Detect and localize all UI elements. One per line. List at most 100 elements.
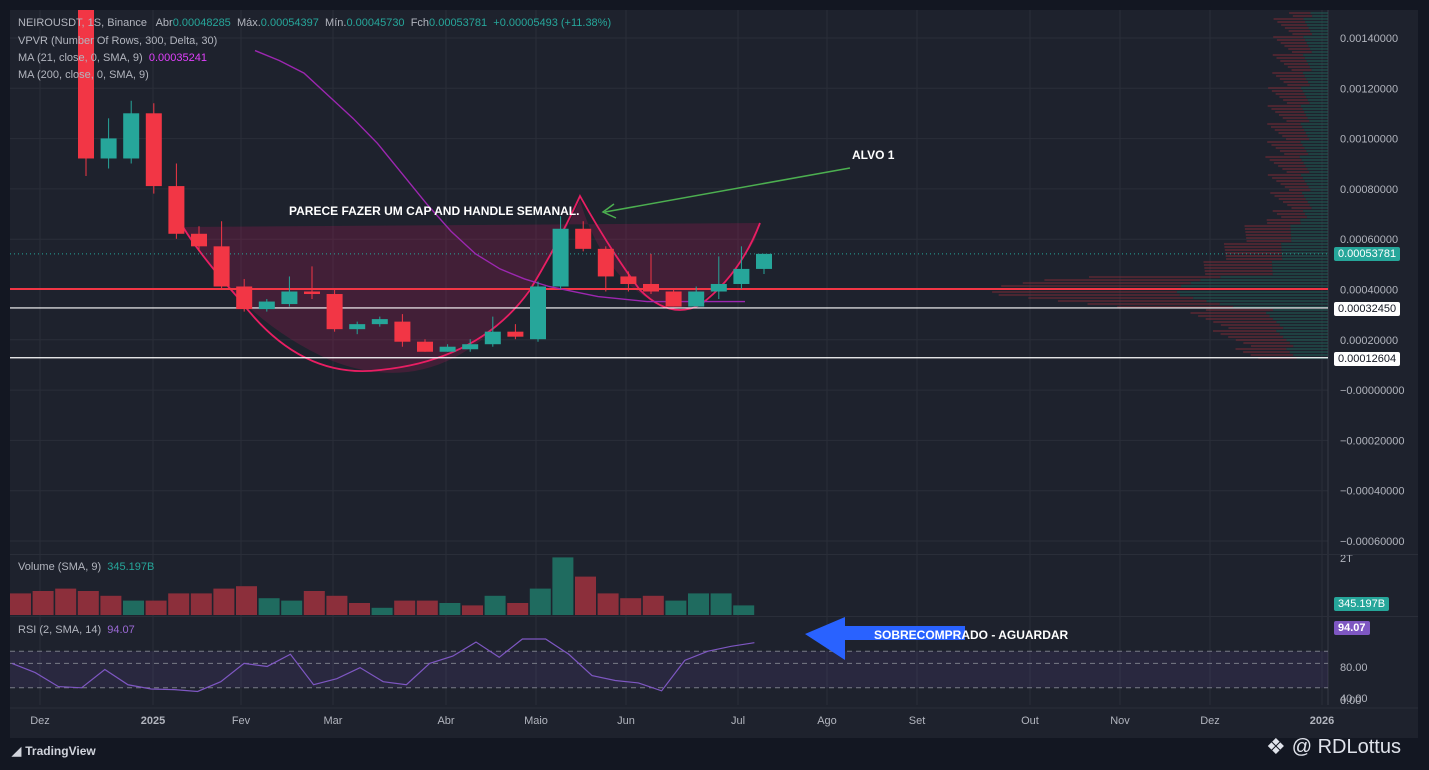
vpvr-bar-up — [1303, 210, 1328, 212]
vpvr-bar-down — [1213, 330, 1277, 332]
vpvr-bar-up — [1219, 303, 1328, 305]
vpvr-bar-up — [1309, 102, 1328, 104]
pattern-annotation: PARECE FAZER UM CAP AND HANDLE SEMANAL. — [289, 204, 579, 218]
candle-down — [620, 276, 637, 284]
vpvr-bar-up — [1306, 183, 1328, 185]
target-annotation: ALVO 1 — [852, 148, 895, 162]
vpvr-bar-up — [1308, 63, 1328, 65]
vpvr-bar-up — [1302, 192, 1328, 194]
vpvr-bar-up — [1306, 96, 1328, 98]
volume-bar-down — [10, 593, 31, 615]
vpvr-bar-down — [1273, 18, 1304, 20]
close-value: 0.00053781 — [429, 17, 488, 29]
vpvr-bar-down — [1276, 57, 1305, 59]
volume-bar-up — [484, 595, 506, 615]
rsi-band — [10, 651, 1328, 688]
low-value: 0.00045730 — [346, 17, 405, 29]
vpvr-legend[interactable]: VPVR (Number Of Rows, 300, Delta, 30) — [18, 35, 218, 47]
vpvr-bar-down — [1223, 243, 1282, 245]
volume-bar-up — [529, 588, 551, 615]
vpvr-bar-down — [1286, 102, 1310, 104]
vpvr-bar-down — [1287, 204, 1310, 206]
vpvr-bar-down — [1280, 183, 1307, 185]
vpvr-bar-up — [1303, 195, 1328, 197]
vpvr-bar-down — [1228, 327, 1284, 329]
rsi-legend[interactable]: RSI (2, SMA, 14) 94.07 — [18, 624, 135, 637]
candle-up — [258, 301, 275, 310]
vpvr-bar-up — [1302, 108, 1328, 110]
ma200-legend[interactable]: MA (200, close, 0, SMA, 9) — [18, 69, 149, 81]
candle-down — [78, 10, 94, 159]
vpvr-bar-down — [1289, 189, 1311, 191]
vpvr-bar-down — [1235, 348, 1287, 350]
vpvr-bar-up — [1272, 318, 1328, 320]
vpvr-bar-down — [1224, 246, 1282, 248]
vpvr-bar-up — [1301, 87, 1328, 89]
vpvr-bar-up — [1271, 261, 1328, 263]
volume-value-label: 345.197B — [1334, 597, 1390, 611]
vpvr-bar-up — [1304, 111, 1328, 113]
vpvr-bar-down — [1205, 309, 1274, 311]
candle-down — [213, 246, 230, 287]
vpvr-bar-down — [1198, 315, 1270, 317]
vpvr-bar-down — [1287, 84, 1310, 86]
volume-pane-separator[interactable] — [10, 554, 1418, 555]
rsi-tick-label: 80.00 — [1340, 662, 1368, 674]
vpvr-bar-up — [1282, 258, 1328, 260]
vpvr-bar-down — [1274, 195, 1304, 197]
vpvr-bar-up — [1311, 51, 1328, 53]
vpvr-bar-down — [1288, 48, 1311, 50]
candle-up — [371, 319, 388, 325]
vpvr-bar-down — [1117, 306, 1234, 308]
vpvr-bar-down — [1225, 255, 1282, 257]
vpvr-bar-down — [1272, 210, 1304, 212]
vpvr-bar-down — [1269, 159, 1302, 161]
ma21-legend[interactable]: MA (21, close, 0, SMA, 9) 0.00035241 — [18, 52, 207, 65]
volume-bar-down — [416, 600, 438, 615]
vpvr-bar-down — [1088, 276, 1221, 278]
vpvr-bar-up — [1299, 156, 1328, 158]
volume-bar-up — [281, 600, 303, 615]
time-tick-label: Out — [1021, 715, 1039, 727]
vpvr-bar-down — [1287, 66, 1310, 68]
vpvr-bar-down — [1282, 117, 1308, 119]
price-tick-label: 0.00080000 — [1340, 184, 1398, 196]
candle-up — [484, 331, 501, 345]
vpvr-bar-up — [1302, 177, 1328, 179]
vpvr-bar-up — [1290, 228, 1328, 230]
symbol-legend[interactable]: NEIROUSDT, 1S, Binance Abr0.00048285 Máx… — [18, 17, 611, 30]
vpvr-bar-down — [1279, 78, 1307, 80]
vpvr-bar-up — [1286, 339, 1328, 341]
vpvr-bar-up — [1304, 75, 1328, 77]
time-tick-label: 2026 — [1310, 715, 1334, 727]
vpvr-bar-up — [1309, 120, 1328, 122]
vpvr-bar-down — [1220, 333, 1280, 335]
vpvr-bar-down — [1284, 63, 1309, 65]
vpvr-bar-up — [1272, 264, 1328, 266]
candle-down — [304, 291, 320, 295]
vpvr-bar-down — [1278, 198, 1306, 200]
vpvr-bar-up — [1290, 231, 1328, 233]
overbought-arrow — [805, 617, 965, 660]
target-arrow-head — [601, 203, 617, 219]
volume-legend[interactable]: Volume (SMA, 9) 345.197B — [18, 561, 154, 574]
tradingview-logo[interactable]: ◢ TradingView — [12, 744, 96, 758]
vpvr-bar-up — [1305, 213, 1328, 215]
candle-up — [123, 113, 140, 159]
rsi-pane-separator[interactable] — [10, 616, 1418, 617]
volume-bar-up — [733, 605, 755, 615]
vpvr-bar-up — [1300, 174, 1328, 176]
symbol[interactable]: NEIROUSDT, 1S, Binance — [18, 17, 147, 29]
vpvr-bar-up — [1308, 81, 1328, 83]
vpvr-bar-up — [1303, 162, 1328, 164]
vpvr-bar-up — [1306, 42, 1328, 44]
vpvr-bar-down — [1272, 54, 1304, 56]
vpvr-bar-up — [1281, 252, 1328, 254]
vpvr-bar-up — [1266, 312, 1328, 314]
vpvr-bar-down — [1220, 324, 1280, 326]
author-watermark: ❖ @ RDLottus — [1266, 734, 1401, 760]
vpvr-bar-up — [1302, 72, 1328, 74]
vpvr-bar-down — [1291, 51, 1312, 53]
vpvr-bar-down — [1267, 105, 1301, 107]
